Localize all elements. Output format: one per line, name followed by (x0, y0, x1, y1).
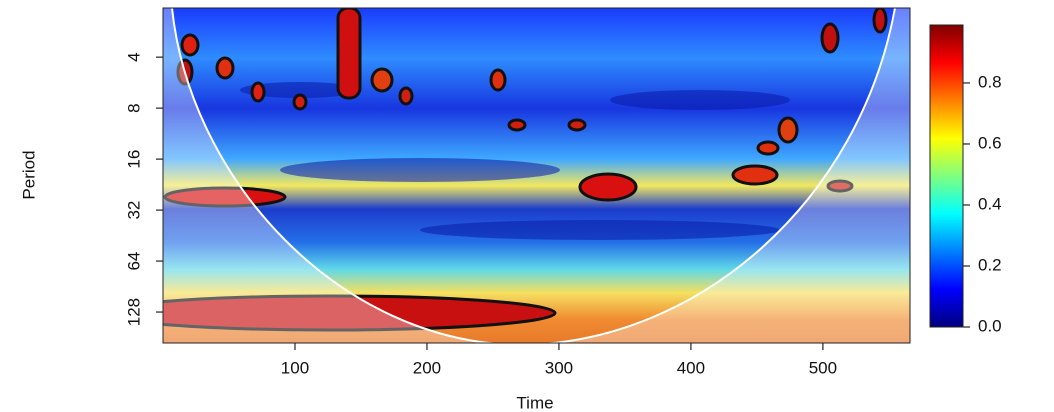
y-axis-label: Period (19, 150, 38, 199)
colorbar-tick-label: 0.8 (978, 72, 1002, 91)
colorbar-tick-label: 0.6 (978, 133, 1002, 152)
x-tick-label: 100 (281, 358, 309, 377)
y-tick-label: 128 (124, 298, 143, 326)
x-tick-label: 200 (413, 358, 441, 377)
colorbar (930, 25, 963, 327)
colorbar-tick-label: 0.0 (978, 316, 1002, 335)
chart: Time Period 100 200 300 400 500 4 8 16 32 64 128 0.… (0, 0, 1054, 412)
x-axis-label: Time (516, 393, 553, 412)
x-tick-label: 500 (809, 358, 837, 377)
y-tick-label: 8 (124, 103, 143, 112)
y-tick-label: 32 (124, 201, 143, 220)
y-tick-label: 4 (124, 52, 143, 61)
colorbar-tick-label: 0.2 (978, 255, 1002, 274)
colorbar-tick-label: 0.4 (978, 194, 1002, 213)
x-tick-label: 300 (545, 358, 573, 377)
y-tick-label: 16 (124, 150, 143, 169)
x-tick-label: 400 (677, 358, 705, 377)
heatmap (105, 8, 910, 345)
y-tick-label: 64 (124, 252, 143, 271)
